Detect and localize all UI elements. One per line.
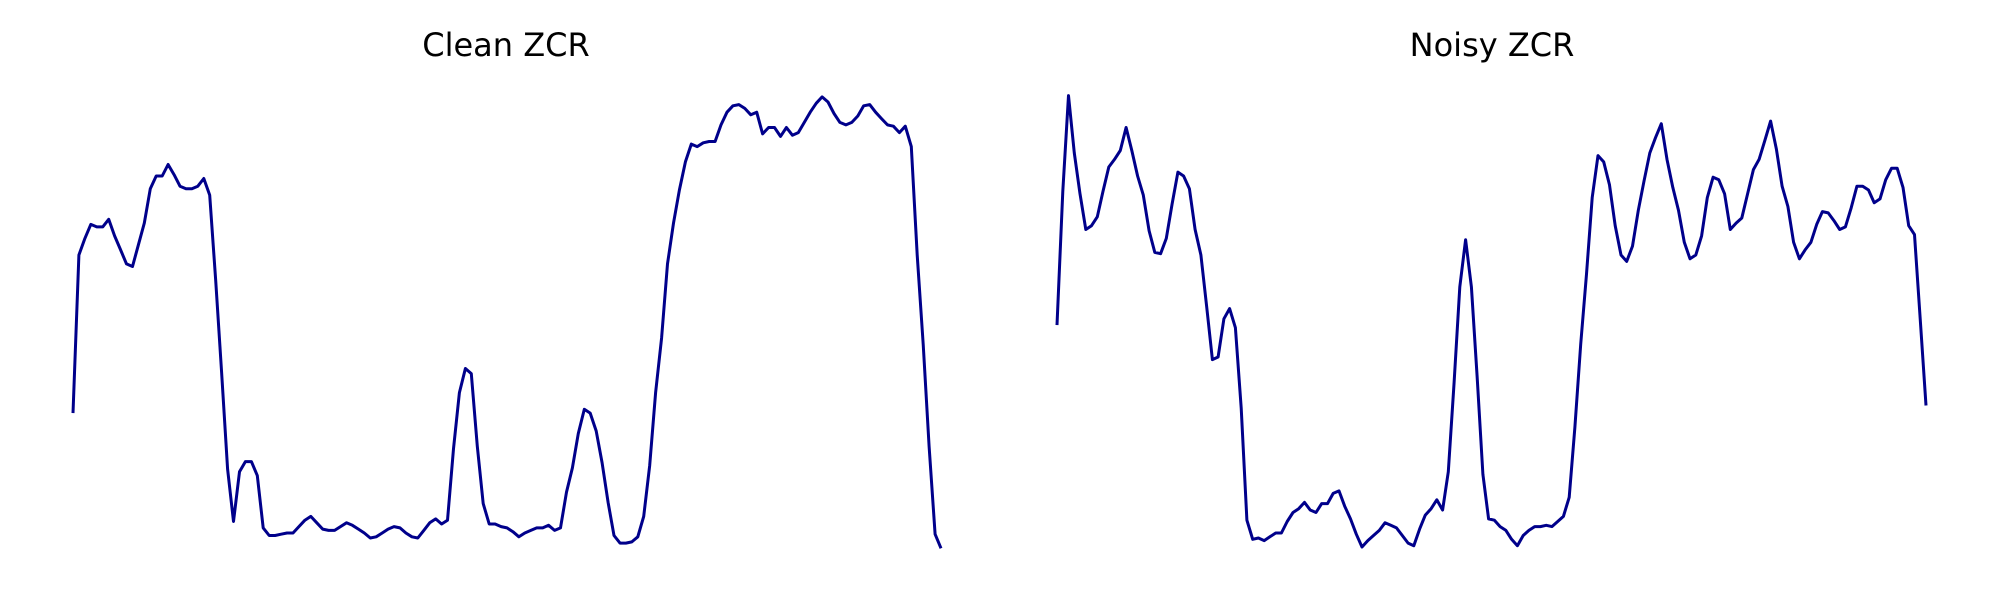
chart-title: Noisy ZCR [1410,26,1575,64]
line-series [1055,94,1928,549]
line-series [71,95,943,549]
chart-title: Clean ZCR [422,26,589,64]
